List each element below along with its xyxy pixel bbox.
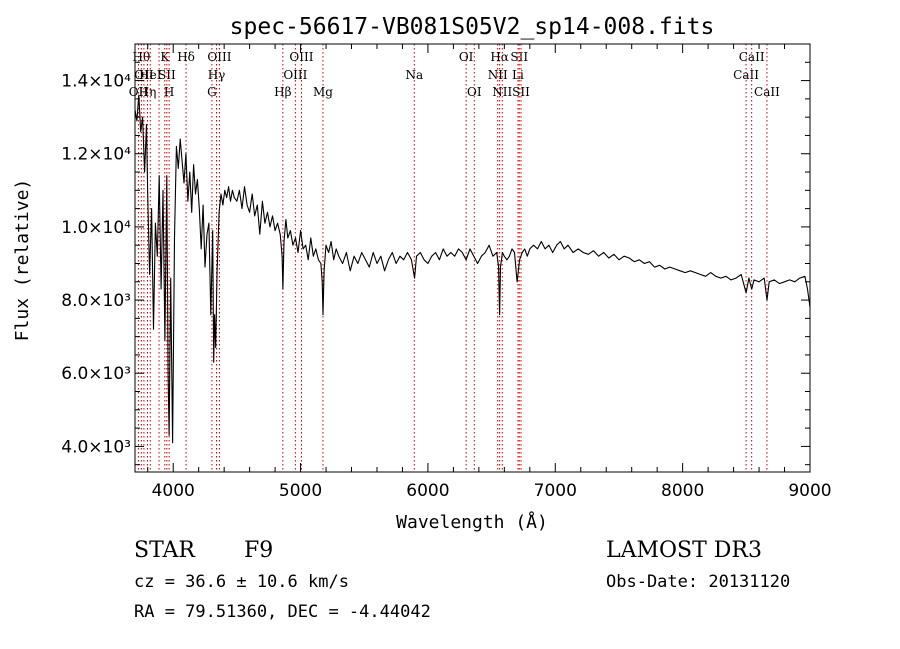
- redshift-info: cz = 36.6 ± 10.6 km/s: [134, 572, 349, 592]
- line-marker-label: OI: [467, 85, 482, 99]
- line-marker-label: H: [164, 85, 174, 99]
- y-axis-label: Flux (relative): [12, 179, 33, 342]
- x-tick-label: 4000: [152, 481, 195, 501]
- series-layer: [135, 94, 810, 444]
- x-axis-label: Wavelength (Å): [396, 511, 548, 533]
- y-tick-label: 6.0×10³: [61, 364, 131, 384]
- spectral-class: F9: [244, 538, 274, 563]
- line-marker-label: Mg: [313, 85, 333, 99]
- flux-series-line: [135, 94, 810, 444]
- line-marker-label: SII: [510, 50, 528, 64]
- x-tick-label: 8000: [661, 481, 704, 501]
- object-type: STAR: [134, 538, 195, 563]
- x-tick-label: 7000: [534, 481, 577, 501]
- axis-layer: 4000 5000 6000 7000 8000 9000 4.0×10³ 6.0×10³ 8.…: [61, 43, 832, 501]
- line-marker-label: SII: [512, 85, 530, 99]
- line-marker-label: CaII: [733, 68, 759, 82]
- line-marker-label: G: [207, 85, 217, 99]
- line-marker-label: Hδ: [177, 50, 195, 64]
- survey-name: LAMOST DR3: [606, 538, 762, 563]
- line-marker-label: SII: [158, 68, 176, 82]
- line-marker-label: K: [160, 50, 170, 64]
- line-marker-label: CaII: [754, 85, 780, 99]
- line-marker-label: OIII: [283, 68, 307, 82]
- line-marker-label: Na: [405, 68, 423, 82]
- line-marker-label: Hη: [139, 85, 157, 99]
- line-marker-label: Hβ: [274, 85, 291, 99]
- line-marker-label: NII: [488, 68, 508, 82]
- line-marker-label: NII: [492, 85, 512, 99]
- x-tick-label: 9000: [788, 481, 831, 501]
- line-marker-label: OIII: [289, 50, 313, 64]
- y-tick-label: 1.2×10⁴: [61, 145, 131, 165]
- chart-title: spec-56617-VB081S05V2_sp14-008.fits: [230, 14, 715, 40]
- x-tick-label: 5000: [279, 481, 322, 501]
- y-tick-label: 1.4×10⁴: [61, 72, 131, 92]
- observation-date: Obs-Date: 20131120: [606, 572, 791, 592]
- line-marker-label: Hθ: [133, 50, 151, 64]
- line-marker-label: Li: [512, 68, 524, 82]
- line-marker-label: CaII: [739, 50, 765, 64]
- plot-frame: [134, 43, 811, 473]
- line-marker-label: OIII: [207, 50, 231, 64]
- x-tick-label: 6000: [406, 481, 449, 501]
- line-marker-label: OI: [459, 50, 474, 64]
- y-tick-label: 1.0×10⁴: [61, 218, 131, 238]
- ra-dec-info: RA = 79.51360, DEC = -4.44042: [134, 602, 431, 622]
- line-marker-label: Hα: [490, 50, 509, 64]
- y-tick-label: 8.0×10³: [61, 291, 131, 311]
- line-marker-label: HeI: [139, 68, 162, 82]
- y-tick-label: 4.0×10³: [61, 437, 131, 457]
- line-marker-label: Hγ: [208, 68, 226, 82]
- line-marker-label: OII: [134, 68, 154, 82]
- line-marker-layer: OIIHθOIIHηHeIKSIIHHδGHγOIIIHβOIIIOIIIMgN…: [129, 44, 780, 472]
